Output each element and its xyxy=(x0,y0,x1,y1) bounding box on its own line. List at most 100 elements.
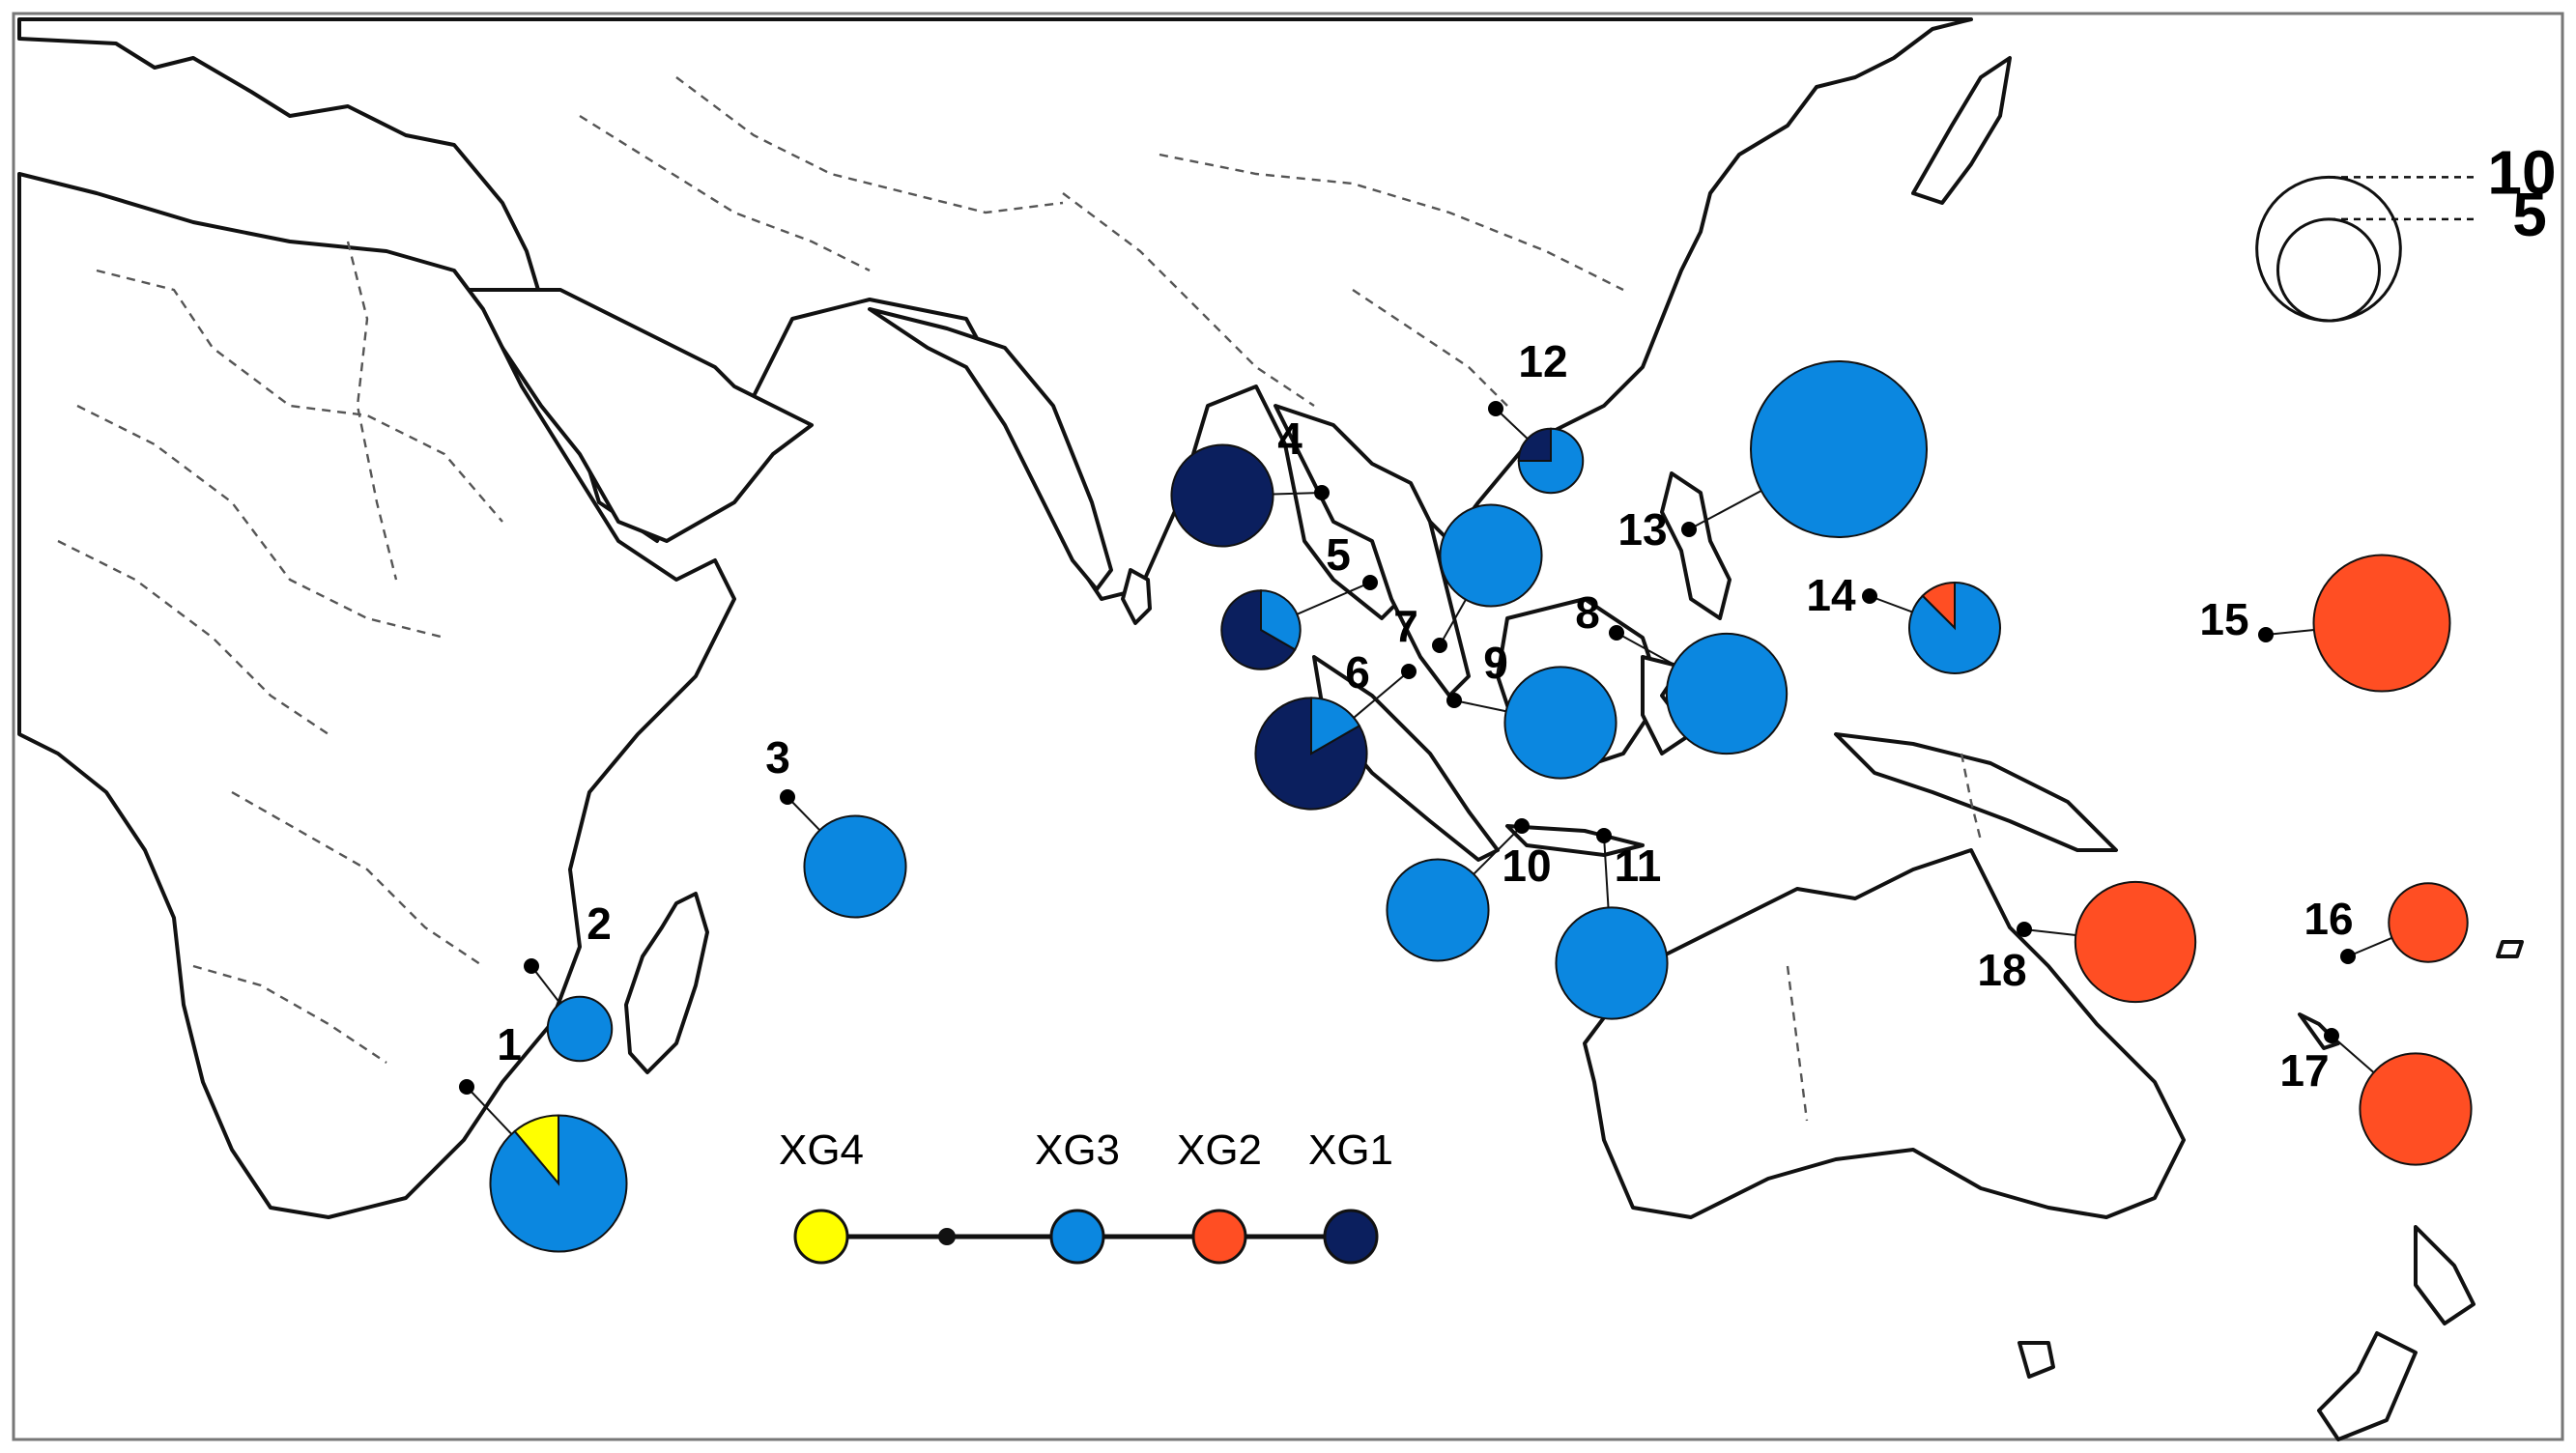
site-location-dot xyxy=(780,789,795,805)
site-location-dot xyxy=(1362,575,1378,590)
site-label: 1 xyxy=(497,1019,522,1069)
pie-slice xyxy=(2388,882,2469,963)
site-label: 15 xyxy=(2199,594,2248,644)
australia-coast xyxy=(1583,848,2186,1219)
pie-slice xyxy=(2359,1052,2473,1166)
site-pie-17 xyxy=(2359,1052,2473,1166)
site-label: 13 xyxy=(1617,504,1667,555)
site-label: 8 xyxy=(1575,587,1600,638)
border-line xyxy=(1062,192,1315,407)
site-label: 3 xyxy=(765,732,790,783)
site-pie-2 xyxy=(546,995,614,1063)
pie-slice xyxy=(1908,581,2001,674)
pie-slice xyxy=(1517,427,1585,495)
site-label: 18 xyxy=(1977,945,2026,995)
site-pie-4 xyxy=(1170,443,1274,548)
africa-coast xyxy=(17,172,736,1219)
site-leader-line xyxy=(1353,670,1410,719)
landmasses xyxy=(17,17,2524,1441)
site-location-dot xyxy=(1609,625,1624,641)
network-node-xg4 xyxy=(793,1209,849,1265)
pie-slice xyxy=(2312,554,2451,693)
network-node-label: XG1 xyxy=(1308,1126,1393,1174)
pie-slice xyxy=(1260,589,1302,651)
site-label: 9 xyxy=(1483,638,1508,688)
site-leader-line xyxy=(1616,632,1675,666)
network-node-label: XG3 xyxy=(1035,1126,1120,1174)
japan-coast xyxy=(1911,56,2012,205)
pie-slice xyxy=(1310,697,1361,755)
network-node-label: XG4 xyxy=(779,1126,864,1174)
network-node-xg3 xyxy=(1049,1209,1105,1265)
site-location-dot xyxy=(2017,922,2032,937)
site-label: 10 xyxy=(1502,840,1551,891)
border-line xyxy=(1352,289,1508,407)
india-coast xyxy=(868,307,1113,591)
site-location-dot xyxy=(1446,693,1462,708)
site-pie-15 xyxy=(2312,554,2451,693)
sample-size-scale: 105 xyxy=(2255,137,2557,323)
site-leader-line xyxy=(1273,492,1323,496)
pie-slice xyxy=(1517,427,1552,462)
site-leader-line xyxy=(2023,928,2076,937)
site-pie-8 xyxy=(1665,632,1789,755)
site-leader-line xyxy=(1439,599,1467,646)
border-line xyxy=(675,76,1064,214)
border-line xyxy=(192,964,387,1064)
java-coast xyxy=(1505,824,1645,857)
sri-lanka-coast xyxy=(1121,568,1152,625)
site-location-dot xyxy=(1488,401,1503,416)
site-leader-line xyxy=(2331,1035,2375,1073)
site-leader-line xyxy=(1473,825,1523,875)
pie-slice xyxy=(1439,503,1543,608)
site-label: 2 xyxy=(587,898,612,949)
site-pie-6 xyxy=(1254,697,1368,811)
pie-slice xyxy=(2074,880,2197,1004)
site-leader-line xyxy=(2347,936,2392,957)
border-line xyxy=(76,404,445,640)
site-pies xyxy=(489,359,2473,1253)
site-location-dot xyxy=(1401,664,1417,679)
new-guinea-coast xyxy=(1834,732,2118,852)
haplogroup-network: XG4 XG3 XG2 XG1 xyxy=(779,1126,1393,1265)
site-location-dot xyxy=(1314,485,1330,500)
border-line xyxy=(231,790,484,967)
network-median-node xyxy=(938,1228,956,1245)
site-leader-line xyxy=(530,965,561,1005)
pie-slice xyxy=(1170,443,1274,548)
site-leader-line xyxy=(1688,490,1762,530)
pie-slice xyxy=(546,995,614,1063)
site-location-dot xyxy=(1514,818,1530,834)
site-label: 6 xyxy=(1345,647,1370,698)
site-location-dot xyxy=(1432,638,1447,653)
border-line xyxy=(96,269,503,523)
pie-slice xyxy=(489,1114,628,1253)
site-label: 17 xyxy=(2279,1045,2329,1096)
scale-label-large: 10 xyxy=(2487,137,2556,207)
site-location-dot xyxy=(524,958,539,974)
site-label: 14 xyxy=(1806,570,1856,620)
site-location-dot xyxy=(2340,949,2356,964)
border-line xyxy=(1786,965,1809,1122)
site-location-dot xyxy=(1681,522,1697,537)
site-pie-7 xyxy=(1439,503,1543,608)
pie-slice xyxy=(1555,906,1669,1020)
site-pie-3 xyxy=(803,814,907,919)
border-line xyxy=(1960,753,1983,841)
new-zealand-coast xyxy=(2317,1225,2476,1441)
site-location-dot xyxy=(2324,1028,2339,1043)
site-leader-line xyxy=(2265,629,2314,636)
border-line xyxy=(579,114,871,272)
network-node-label: XG2 xyxy=(1177,1126,1262,1174)
pie-slice xyxy=(1665,632,1789,755)
scale-label-small: 5 xyxy=(2512,180,2547,249)
pie-slice xyxy=(1503,666,1617,780)
pie-slice xyxy=(1749,359,1929,539)
site-label: 11 xyxy=(1615,840,1662,891)
site-pie-1 xyxy=(489,1114,628,1253)
network-node-xg1 xyxy=(1323,1209,1379,1265)
site-label: 4 xyxy=(1277,413,1302,464)
site-leader-line xyxy=(1453,699,1506,713)
